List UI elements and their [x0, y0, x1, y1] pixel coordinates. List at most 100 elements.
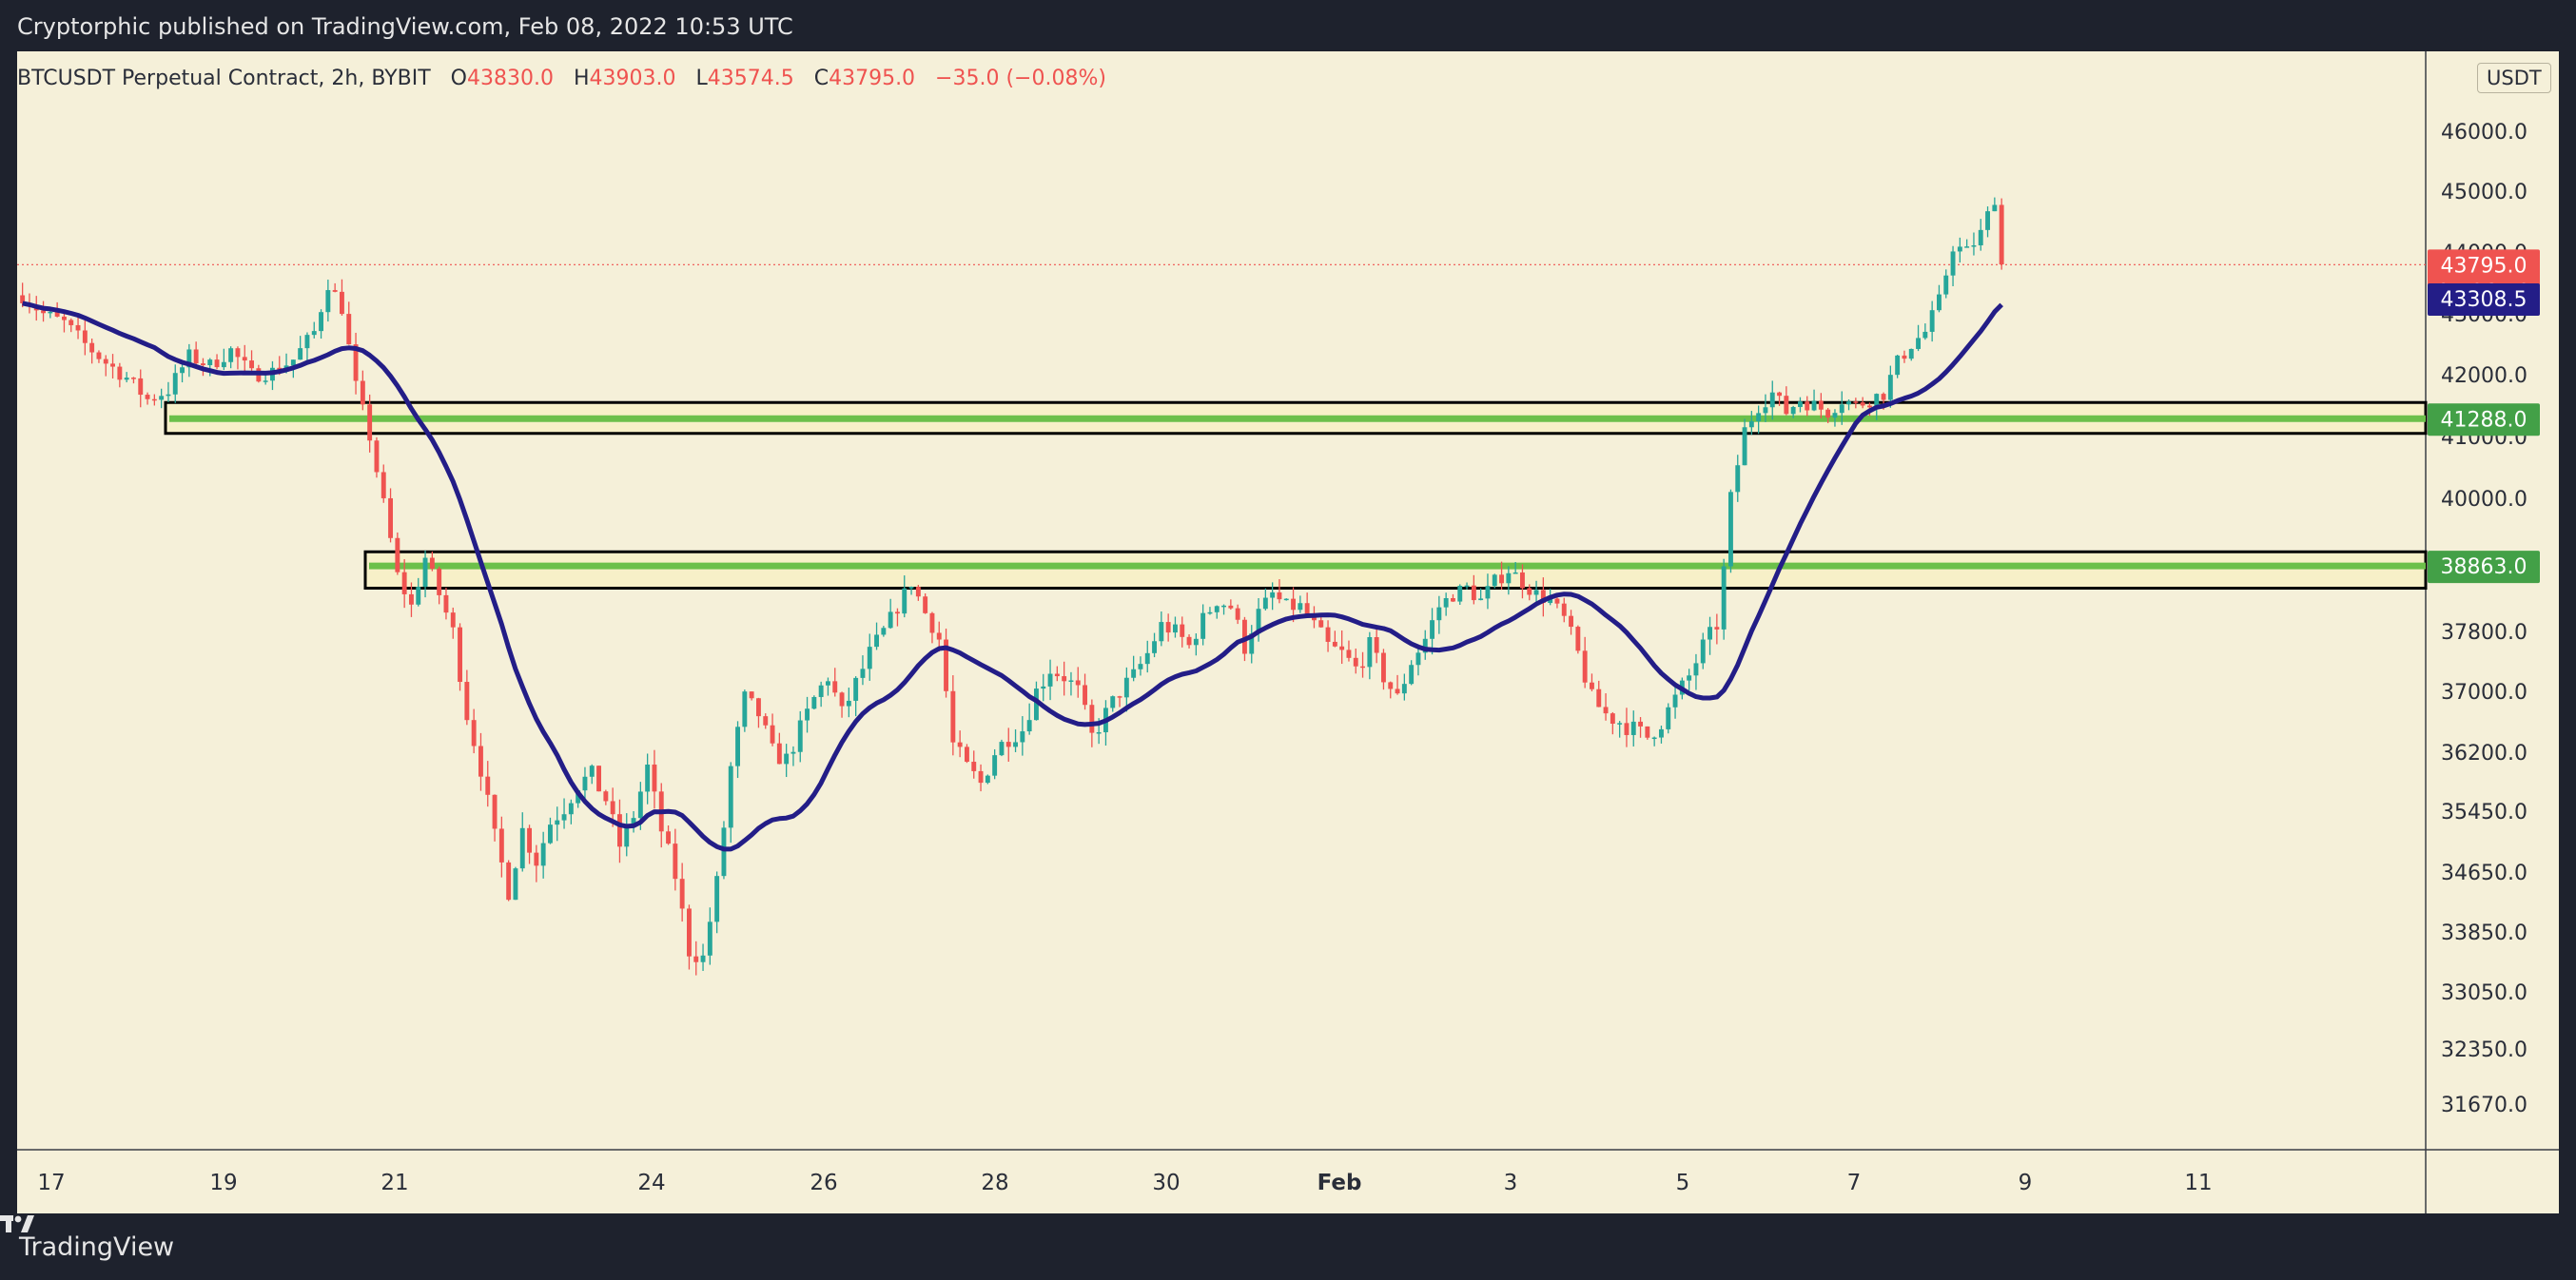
- candle-body: [1401, 684, 1407, 694]
- candle-body: [498, 828, 504, 863]
- candle-body: [1144, 652, 1150, 665]
- open-label: O: [450, 67, 467, 90]
- candle-body: [936, 632, 942, 640]
- candle-body: [1242, 619, 1247, 654]
- candle-body: [1790, 406, 1796, 415]
- candle-body: [1353, 657, 1358, 667]
- zone-level-tag-2-text: 38863.0: [2441, 555, 2527, 579]
- candle-body: [471, 720, 477, 747]
- candle-body: [1415, 652, 1421, 666]
- candle-body: [201, 363, 205, 366]
- candle-body: [180, 367, 185, 374]
- candle-body: [1256, 609, 1261, 634]
- candle-body: [923, 596, 928, 613]
- candle-body: [1630, 721, 1636, 735]
- candle-body: [1700, 639, 1706, 664]
- candle-body: [1624, 723, 1630, 735]
- candle-body: [811, 696, 817, 709]
- currency-unit-button[interactable]: USDT: [2477, 63, 2551, 93]
- candle-body: [437, 569, 442, 595]
- candle-body: [839, 692, 845, 707]
- candle-body: [950, 690, 956, 743]
- candle-body: [1506, 572, 1512, 584]
- candle-body: [1978, 229, 1983, 246]
- candle-body: [1672, 694, 1678, 708]
- candle-body: [1123, 677, 1129, 698]
- candle-body: [464, 682, 470, 721]
- candle-body: [1999, 204, 2004, 265]
- candle-body: [784, 753, 790, 765]
- candle-body: [1512, 572, 1518, 574]
- candle-body: [1985, 211, 1990, 230]
- candle-body: [1908, 348, 1914, 359]
- candle-body: [1929, 310, 1935, 332]
- candle-body: [561, 814, 567, 821]
- time-tick-label: 3: [1504, 1171, 1518, 1195]
- candle-body: [1617, 723, 1623, 725]
- price-tick-label: 40000.0: [2441, 488, 2527, 512]
- candle-body: [693, 956, 699, 962]
- candle-body: [790, 751, 796, 754]
- high-label: H: [573, 67, 590, 90]
- candle-body: [1756, 413, 1762, 421]
- candle-body: [1916, 338, 1921, 349]
- ma-value-tag-bg: [2428, 282, 2540, 316]
- candle-body: [513, 868, 518, 901]
- candle-body: [311, 331, 317, 336]
- candle-body: [1971, 245, 1977, 247]
- candle-body: [131, 378, 136, 379]
- candle-body: [340, 291, 344, 315]
- candle-body: [332, 290, 338, 292]
- candle-body: [1638, 721, 1643, 727]
- candle-body: [1693, 663, 1699, 676]
- candle-body: [582, 776, 588, 791]
- candle-body: [742, 691, 748, 727]
- candle-body: [1020, 731, 1025, 743]
- chart-area[interactable]: 46000.045000.044000.043000.042000.041000…: [17, 51, 2559, 1213]
- candle-body: [1922, 331, 1928, 339]
- candle-body: [409, 593, 414, 605]
- tradingview-logo-icon: [0, 1215, 34, 1232]
- candle-body: [1798, 401, 1803, 407]
- tradingview-logo[interactable]: TradingView: [0, 1215, 174, 1262]
- candle-body: [1464, 585, 1470, 588]
- candle-body: [228, 348, 234, 362]
- symbol-name: BTCUSDT Perpetual Contract, 2h, BYBIT: [17, 67, 431, 90]
- time-tick-label: 7: [1847, 1171, 1862, 1195]
- candle-body: [214, 359, 220, 368]
- publish-text: Cryptorphic published on TradingView.com…: [17, 13, 793, 40]
- candle-body: [1818, 400, 1824, 410]
- candle-body: [1471, 585, 1476, 601]
- candle-body: [1561, 603, 1567, 616]
- candle-body: [860, 669, 866, 678]
- candle-body: [1590, 682, 1594, 689]
- candle-body: [568, 803, 574, 815]
- candle-body: [298, 348, 303, 360]
- zone-level-tag-2-bg: [2428, 551, 2540, 584]
- candle-body: [1708, 627, 1712, 640]
- candle-body: [1881, 394, 1886, 400]
- candle-body: [1262, 597, 1268, 610]
- candle-body: [1777, 392, 1782, 397]
- price-tick-label: 45000.0: [2441, 181, 2527, 204]
- price-tick-label: 32350.0: [2441, 1038, 2527, 1062]
- candle-body: [992, 755, 998, 776]
- low-label: L: [695, 67, 708, 90]
- candle-body: [965, 747, 969, 763]
- time-tick-label: 11: [2184, 1171, 2212, 1195]
- candle-body: [1645, 726, 1650, 738]
- candle-body: [458, 627, 462, 683]
- candle-body: [1005, 742, 1011, 747]
- time-tick-label: 24: [637, 1171, 665, 1195]
- time-tick-label: 21: [381, 1171, 408, 1195]
- candle-body: [1235, 608, 1240, 620]
- price-tick-label: 37800.0: [2441, 621, 2527, 645]
- candle-body: [145, 395, 150, 399]
- price-tick-label: 46000.0: [2441, 121, 2527, 145]
- candle-body: [110, 363, 115, 367]
- price-chart-svg[interactable]: 46000.045000.044000.043000.042000.041000…: [17, 51, 2559, 1213]
- candle-body: [54, 311, 60, 317]
- candle-body: [193, 349, 199, 364]
- candles-group: [20, 197, 2004, 976]
- candle-body: [1492, 574, 1497, 587]
